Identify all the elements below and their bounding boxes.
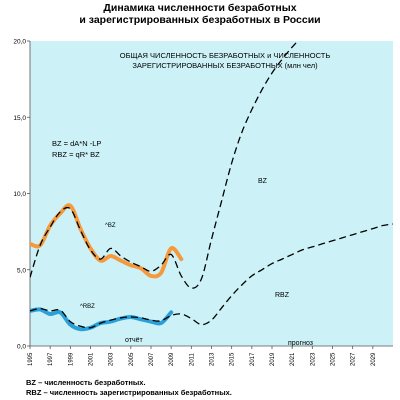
- formula-rbz: RBZ = qR* BZ: [52, 150, 100, 159]
- footnote-rbz: RBZ – численность зарегистрированных без…: [26, 387, 232, 397]
- label-forecast: прогноз: [288, 340, 313, 347]
- x-tick-label: 2011: [189, 352, 195, 366]
- chart-inner-title-line-1: ОБЩАЯ ЧИСЛЕННОСТЬ БЕЗРАБОТНЫХ и ЧИСЛЕННО…: [120, 51, 331, 60]
- x-tick-label: 2001: [89, 352, 95, 366]
- x-tick-label: 1999: [68, 352, 74, 366]
- x-tick-label: 2025: [331, 352, 337, 366]
- x-tick-label: 1997: [48, 352, 54, 366]
- footnote-bz: BZ – численность безработных.: [26, 378, 146, 387]
- x-tick-label: 2015: [230, 352, 236, 366]
- x-tick-label: 2021: [290, 352, 296, 366]
- x-tick-label: 2003: [109, 352, 115, 366]
- plot-background: [30, 41, 393, 346]
- series-layer: [30, 41, 393, 332]
- x-tick-label: 2017: [250, 352, 256, 366]
- x-tick-label: 2019: [270, 352, 276, 366]
- x-tick-label: 2007: [149, 352, 155, 366]
- label-rbz: RBZ: [275, 292, 290, 299]
- x-tick-label: 1995: [28, 352, 34, 366]
- label-bz: BZ: [258, 178, 268, 185]
- chart-title-line-2: и зарегистрированных безработных в Росси…: [79, 14, 321, 26]
- y-tick-label: 10,0: [13, 191, 26, 198]
- y-tick-label: 15,0: [13, 115, 26, 122]
- chart-title-line-1: Динамика численности безработных: [103, 2, 297, 14]
- label-report: отчёт: [125, 337, 143, 344]
- series-line-bz: [30, 41, 299, 289]
- label-bz-hat: ^BZ: [105, 223, 116, 229]
- y-axis-ticks: 0,0 5,0 10,0 15,0 20,0: [13, 39, 30, 351]
- formula-bz: BZ = dA*N -LP: [52, 139, 101, 148]
- series-line-actual-bz: [30, 203, 184, 279]
- x-tick-label: 2005: [129, 352, 135, 366]
- x-tick-label: 2023: [310, 352, 316, 366]
- chart-inner-title-line-2: ЗАРЕГИСТРИРОВАННЫХ БЕЗРАБОТНЫХ (млн чел): [132, 61, 318, 70]
- y-tick-label: 20,0: [13, 39, 26, 46]
- series-line-rbz: [30, 223, 393, 329]
- y-tick-label: 5,0: [17, 267, 26, 274]
- x-tick-label: 2027: [351, 352, 357, 366]
- y-tick-label: 0,0: [17, 344, 26, 351]
- footnotes: BZ – численность безработных. RBZ – числ…: [26, 378, 232, 397]
- chart-title: Динамика численности безработных и зарег…: [0, 2, 400, 26]
- label-rbz-hat: ^RBZ: [80, 304, 95, 310]
- chart-area: 0,0 5,0 10,0 15,0 20,0 1995 1997 1999 2001 2003 2…: [13, 39, 393, 366]
- x-axis-ticks: 1995 1997 1999 2001 2003 2005 2007 2009 2011 2013…: [28, 346, 377, 366]
- x-tick-label: 2013: [210, 352, 216, 366]
- x-tick-label: 2009: [169, 352, 175, 366]
- x-tick-label: 2029: [371, 352, 377, 366]
